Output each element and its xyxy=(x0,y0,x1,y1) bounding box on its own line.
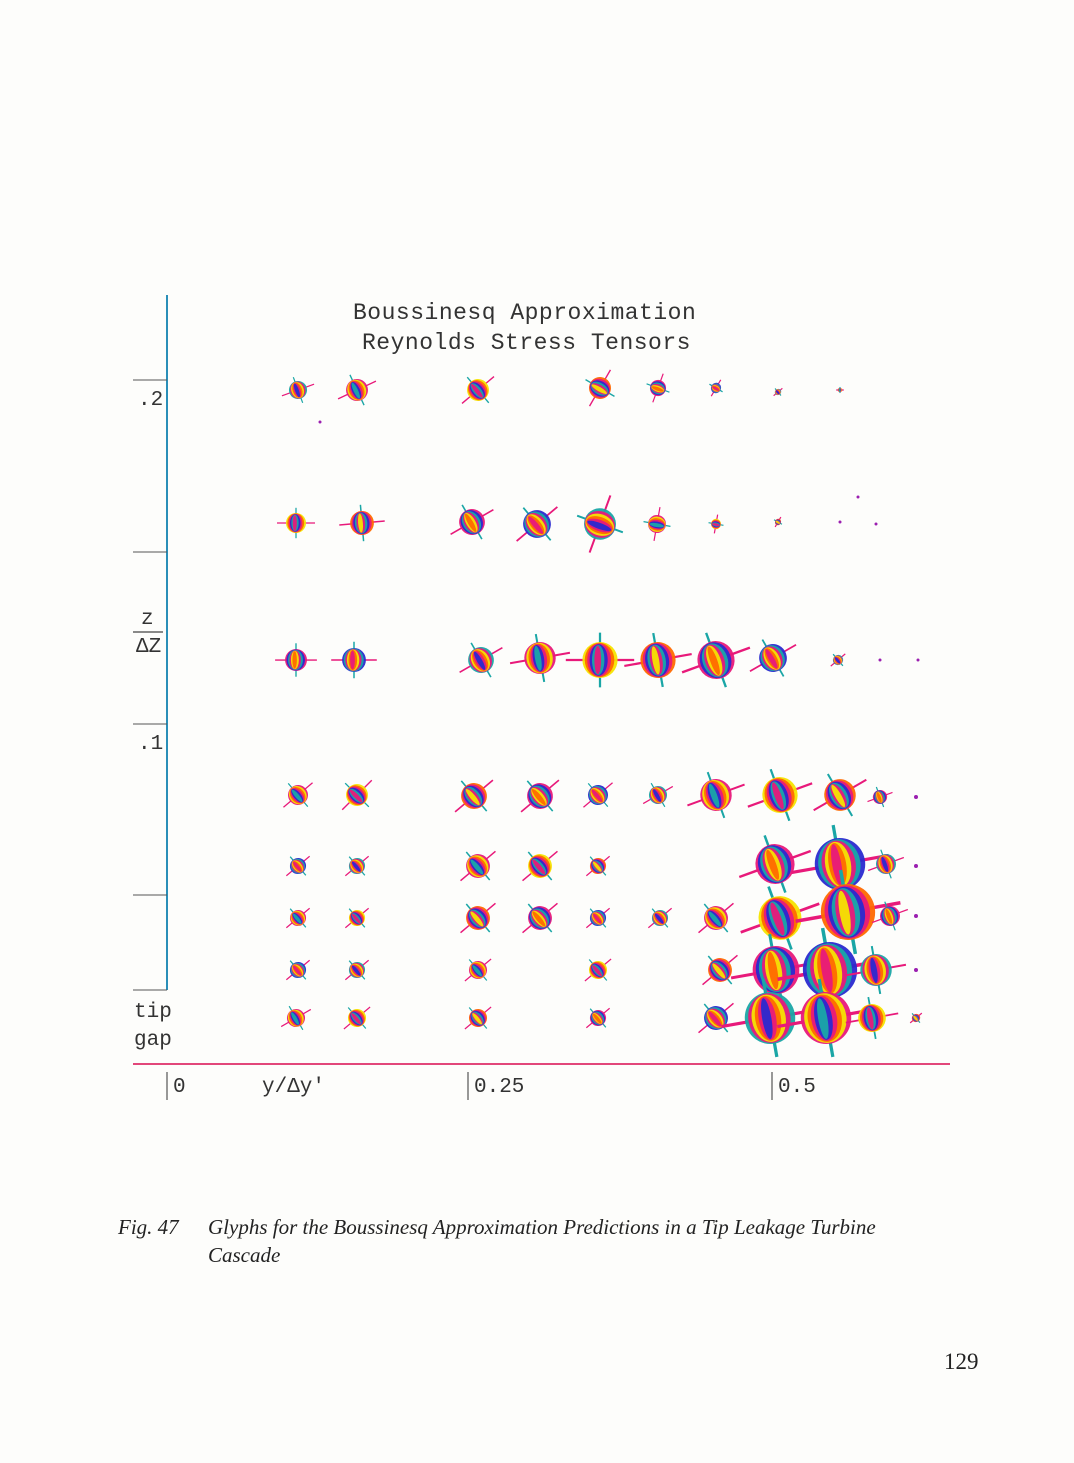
tensor-glyph xyxy=(285,959,311,981)
tensor-glyph xyxy=(583,782,613,808)
x-tick-label: 0.5 xyxy=(778,1076,816,1099)
tensor-glyph-dot xyxy=(914,864,918,868)
tensor-glyph xyxy=(747,768,813,822)
tensor-glyph xyxy=(687,771,745,819)
tensor-glyph xyxy=(520,779,560,813)
tensor-glyph xyxy=(285,855,311,877)
tensor-glyph xyxy=(721,978,819,1058)
tensor-glyph xyxy=(773,387,783,397)
tensor-glyph xyxy=(341,779,373,811)
tensor-glyph xyxy=(344,959,370,981)
tensor-glyph xyxy=(709,379,723,397)
x-tick-label: 0 xyxy=(173,1076,186,1099)
y-axis-label-denominator: ΔZ xyxy=(136,636,162,659)
tensor-glyph xyxy=(585,369,615,407)
tensor-glyph-dot xyxy=(838,520,842,524)
tensor-glyph xyxy=(585,1007,611,1029)
tensor-glyph xyxy=(339,504,385,542)
tensor-glyph xyxy=(909,1012,923,1024)
tensor-glyph xyxy=(813,773,867,817)
tensor-glyph xyxy=(647,907,673,929)
tensor-glyph xyxy=(343,1006,371,1030)
tensor-glyph xyxy=(643,507,671,541)
tensor-glyph xyxy=(871,901,909,931)
tensor-glyph xyxy=(698,902,734,934)
y-axis-label-tip: tip xyxy=(134,1001,172,1024)
tensor-glyph xyxy=(460,850,496,882)
figure-caption-text: Glyphs for the Boussinesq Approximation … xyxy=(208,1215,876,1267)
tensor-glyph xyxy=(344,855,370,877)
tensor-glyph xyxy=(281,376,315,404)
tensor-glyph xyxy=(795,869,901,955)
tensor-glyph xyxy=(738,835,812,893)
tensor-glyph xyxy=(749,639,797,677)
tensor-glyph xyxy=(460,902,496,934)
tensor-glyph xyxy=(337,374,377,406)
tensor-glyph xyxy=(585,855,611,877)
y-axis-label-gap: gap xyxy=(134,1029,172,1052)
tensor-glyph xyxy=(516,506,558,542)
tensor-glyph xyxy=(702,954,738,986)
tensor-glyph xyxy=(277,507,315,539)
y-axis-label-numerator: z xyxy=(141,608,154,631)
tensor-glyph xyxy=(642,782,674,808)
tensor-glyph-dot xyxy=(914,968,918,972)
tensor-glyph xyxy=(565,632,635,688)
tensor-glyph xyxy=(646,373,670,403)
tensor-glyph xyxy=(773,516,783,528)
tensor-glyph xyxy=(681,632,751,688)
tensor-glyph xyxy=(740,886,820,950)
tensor-glyph xyxy=(464,958,492,982)
tensor-glyph xyxy=(461,376,495,404)
figure-caption-label: Fig. 47 xyxy=(118,1215,179,1239)
x-axis-label: y/Δy' xyxy=(262,1076,326,1099)
tensor-glyph-dot xyxy=(878,658,882,662)
tensor-glyph xyxy=(584,958,612,982)
tensor-glyph xyxy=(845,996,899,1040)
tensor-glyph xyxy=(454,779,494,813)
tensor-glyph xyxy=(464,1006,492,1030)
tensor-glyph xyxy=(331,641,377,679)
tensor-glyph xyxy=(867,786,893,808)
tensor-glyph xyxy=(708,514,724,534)
x-tick-label: 0.25 xyxy=(474,1076,525,1099)
tensor-glyph xyxy=(522,850,558,882)
tensor-glyph-dot xyxy=(318,420,322,424)
tensor-glyph xyxy=(522,902,558,934)
tensor-glyph xyxy=(777,978,875,1058)
y-tick-label: .2 xyxy=(138,389,164,412)
tensor-glyph xyxy=(698,1002,734,1034)
tensor-glyph xyxy=(576,495,624,553)
tensor-glyph-dot xyxy=(874,522,878,526)
tensor-glyph xyxy=(836,386,844,394)
tensor-glyph-dot xyxy=(856,495,860,499)
figure-title-line-1: Boussinesq Approximation xyxy=(353,300,697,326)
tensor-glyph xyxy=(624,632,692,688)
tensor-glyph xyxy=(450,504,494,540)
tensor-glyph xyxy=(867,849,905,879)
tensor-glyph xyxy=(344,907,370,929)
tensor-glyph-dot xyxy=(916,658,920,662)
tensor-glyph xyxy=(285,907,311,929)
tensor-glyph xyxy=(509,633,571,683)
tensor-glyph-dot xyxy=(914,795,918,799)
tensor-glyph-dot xyxy=(914,914,918,918)
tensor-glyph xyxy=(280,1005,312,1031)
figure-title-line-2: Reynolds Stress Tensors xyxy=(362,330,691,356)
tensor-glyph xyxy=(283,782,313,808)
y-tick-label: .1 xyxy=(138,733,164,756)
glyph-field xyxy=(275,369,923,1058)
page-number: 129 xyxy=(944,1349,979,1374)
tensor-glyph xyxy=(585,907,611,929)
tensor-glyph xyxy=(275,643,317,677)
tensor-glyph xyxy=(830,653,846,667)
tensor-glyph xyxy=(459,642,503,678)
tensor-glyph xyxy=(845,945,907,995)
